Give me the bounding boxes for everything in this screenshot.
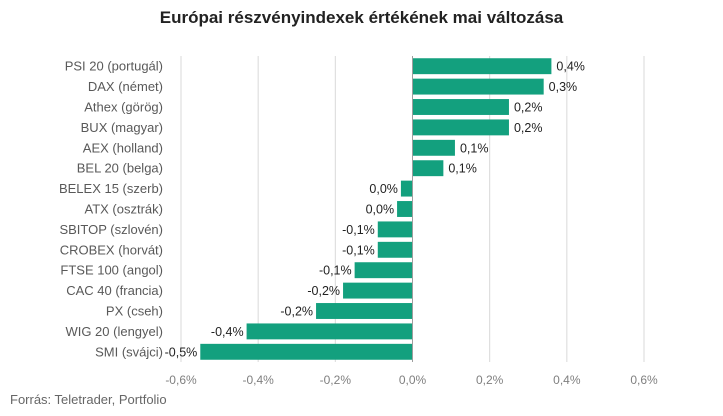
category-label: DAX (német) (88, 79, 163, 94)
data-label: 0,0% (369, 182, 398, 196)
x-tick-labels: -0,6% -0,4% -0,2% 0,0% 0,2% 0,4% 0,6% (165, 373, 658, 387)
category-label: BUX (magyar) (81, 120, 163, 135)
source-note: Forrás: Teletrader, Portfolio (10, 392, 167, 407)
bar (412, 78, 544, 95)
bar (377, 221, 413, 238)
bars (200, 58, 552, 360)
data-labels: 0,4% 0,3% 0,2% 0,2% 0,1% 0,1% 0,0% 0,0% -0,1% -0,… (165, 60, 585, 360)
bar (412, 139, 455, 156)
x-tick-label: 0,2% (476, 373, 504, 387)
data-label: 0,3% (549, 80, 578, 94)
category-label: SBITOP (szlovén) (59, 222, 163, 237)
data-label: -0,1% (342, 243, 375, 257)
bar (316, 303, 413, 319)
category-label: AEX (holland) (83, 140, 163, 155)
category-label: ATX (osztrák) (85, 202, 164, 217)
data-label: -0,1% (319, 264, 352, 278)
category-label: BELEX 15 (szerb) (59, 181, 163, 196)
x-tick-label: 0,6% (630, 373, 658, 387)
category-label: CAC 40 (francia) (66, 283, 163, 298)
data-label: -0,4% (211, 325, 244, 339)
bar (200, 343, 413, 360)
x-tick-label: 0,0% (399, 373, 427, 387)
bar (412, 160, 444, 177)
data-label: -0,2% (307, 284, 340, 298)
data-label: 0,2% (514, 101, 543, 115)
category-label: WIG 20 (lengyel) (65, 324, 163, 339)
data-label: 0,1% (448, 162, 477, 176)
data-label: 0,0% (366, 203, 395, 217)
bar (400, 180, 413, 197)
category-label: CROBEX (horvát) (60, 242, 163, 257)
bar (354, 262, 413, 279)
x-tick-label: -0,2% (320, 373, 352, 387)
category-label: FTSE 100 (angol) (60, 263, 163, 278)
category-label: Athex (görög) (84, 100, 163, 115)
data-label: 0,2% (514, 121, 543, 135)
category-label: BEL 20 (belga) (77, 161, 163, 176)
data-label: -0,1% (342, 223, 375, 237)
bar (412, 58, 552, 75)
data-label: -0,5% (165, 345, 198, 359)
data-label: -0,2% (280, 305, 313, 319)
chart-title: Európai részvényindexek értékének mai vá… (159, 8, 564, 27)
data-label: 0,4% (556, 60, 585, 74)
category-label: SMI (svájci) (95, 344, 163, 359)
bar (397, 201, 413, 217)
bar (412, 99, 509, 115)
category-label: PSI 20 (portugál) (65, 59, 163, 74)
bar (246, 323, 413, 340)
bar (377, 241, 413, 258)
category-labels: PSI 20 (portugál) DAX (német) Athex (görög… (59, 59, 163, 360)
bar (412, 119, 509, 136)
x-tick-label: -0,6% (165, 373, 197, 387)
data-label: 0,1% (460, 141, 489, 155)
x-tick-label: -0,4% (242, 373, 274, 387)
bar (343, 282, 413, 299)
x-tick-label: 0,4% (553, 373, 581, 387)
category-label: PX (cseh) (106, 304, 163, 319)
